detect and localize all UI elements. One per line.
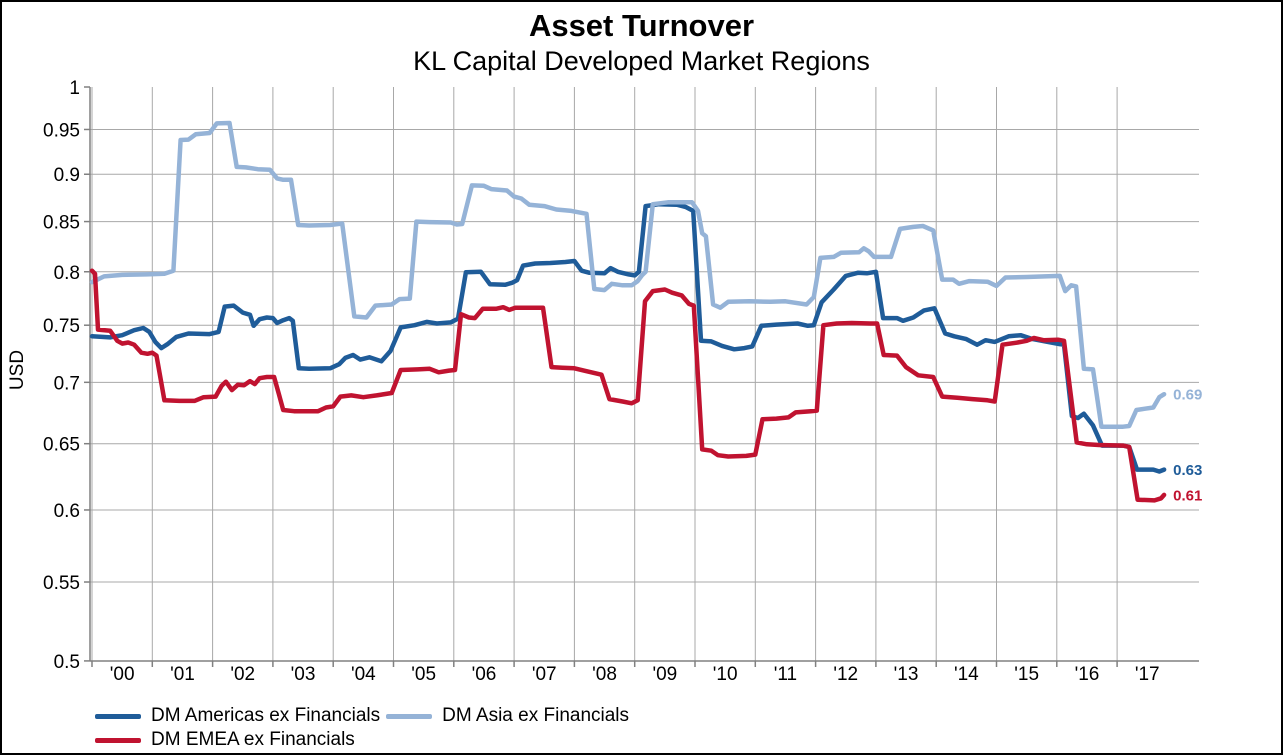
- chart-title: Asset Turnover: [528, 8, 755, 43]
- svg-text:'16: '16: [1075, 664, 1100, 685]
- svg-text:0.75: 0.75: [43, 316, 80, 337]
- svg-text:'00: '00: [110, 664, 135, 685]
- svg-text:'01: '01: [170, 664, 195, 685]
- chart-subtitle: KL Capital Developed Market Regions: [413, 46, 870, 76]
- svg-text:'13: '13: [894, 664, 919, 685]
- svg-text:0.63: 0.63: [1173, 462, 1202, 479]
- svg-text:'12: '12: [833, 664, 858, 685]
- svg-text:'02: '02: [230, 664, 255, 685]
- svg-text:'15: '15: [1014, 664, 1039, 685]
- legend-label-emea: DM EMEA ex Financials: [151, 729, 355, 750]
- svg-text:0.65: 0.65: [43, 435, 80, 456]
- svg-text:0.69: 0.69: [1173, 387, 1202, 404]
- svg-text:'08: '08: [592, 664, 617, 685]
- legend-swatch-emea: [95, 737, 141, 743]
- svg-text:0.9: 0.9: [54, 165, 80, 186]
- svg-text:'17: '17: [1135, 664, 1160, 685]
- legend-swatch-asia: [386, 713, 433, 719]
- svg-text:'07: '07: [532, 664, 557, 685]
- legend-swatch-americas: [95, 713, 141, 719]
- legend-label-americas: DM Americas ex Financials: [151, 705, 381, 726]
- svg-text:0.55: 0.55: [43, 573, 80, 594]
- legend-item-asia: DM Asia ex Financials: [386, 705, 629, 727]
- svg-text:1: 1: [69, 78, 80, 99]
- legend-row-1: DM Americas ex Financials DM Asia ex Fin…: [95, 704, 995, 728]
- svg-text:'14: '14: [954, 664, 979, 685]
- svg-text:0.5: 0.5: [54, 652, 80, 673]
- legend: DM Americas ex Financials DM Asia ex Fin…: [95, 704, 995, 752]
- svg-text:'10: '10: [713, 664, 738, 685]
- svg-text:0.7: 0.7: [54, 373, 80, 394]
- svg-text:'11: '11: [774, 664, 797, 685]
- svg-text:0.95: 0.95: [43, 120, 80, 141]
- svg-text:0.61: 0.61: [1173, 487, 1202, 504]
- svg-text:'09: '09: [652, 664, 677, 685]
- svg-text:'04: '04: [351, 664, 376, 685]
- legend-item-emea: DM EMEA ex Financials: [95, 729, 355, 751]
- svg-text:'05: '05: [411, 664, 436, 685]
- svg-text:0.85: 0.85: [43, 213, 80, 234]
- legend-label-asia: DM Asia ex Financials: [442, 705, 630, 726]
- svg-text:'06: '06: [472, 664, 497, 685]
- svg-text:'03: '03: [291, 664, 316, 685]
- svg-text:0.6: 0.6: [54, 501, 80, 522]
- legend-row-2: DM EMEA ex Financials: [95, 728, 995, 752]
- legend-item-americas: DM Americas ex Financials: [95, 705, 380, 727]
- svg-text:0.8: 0.8: [54, 263, 80, 284]
